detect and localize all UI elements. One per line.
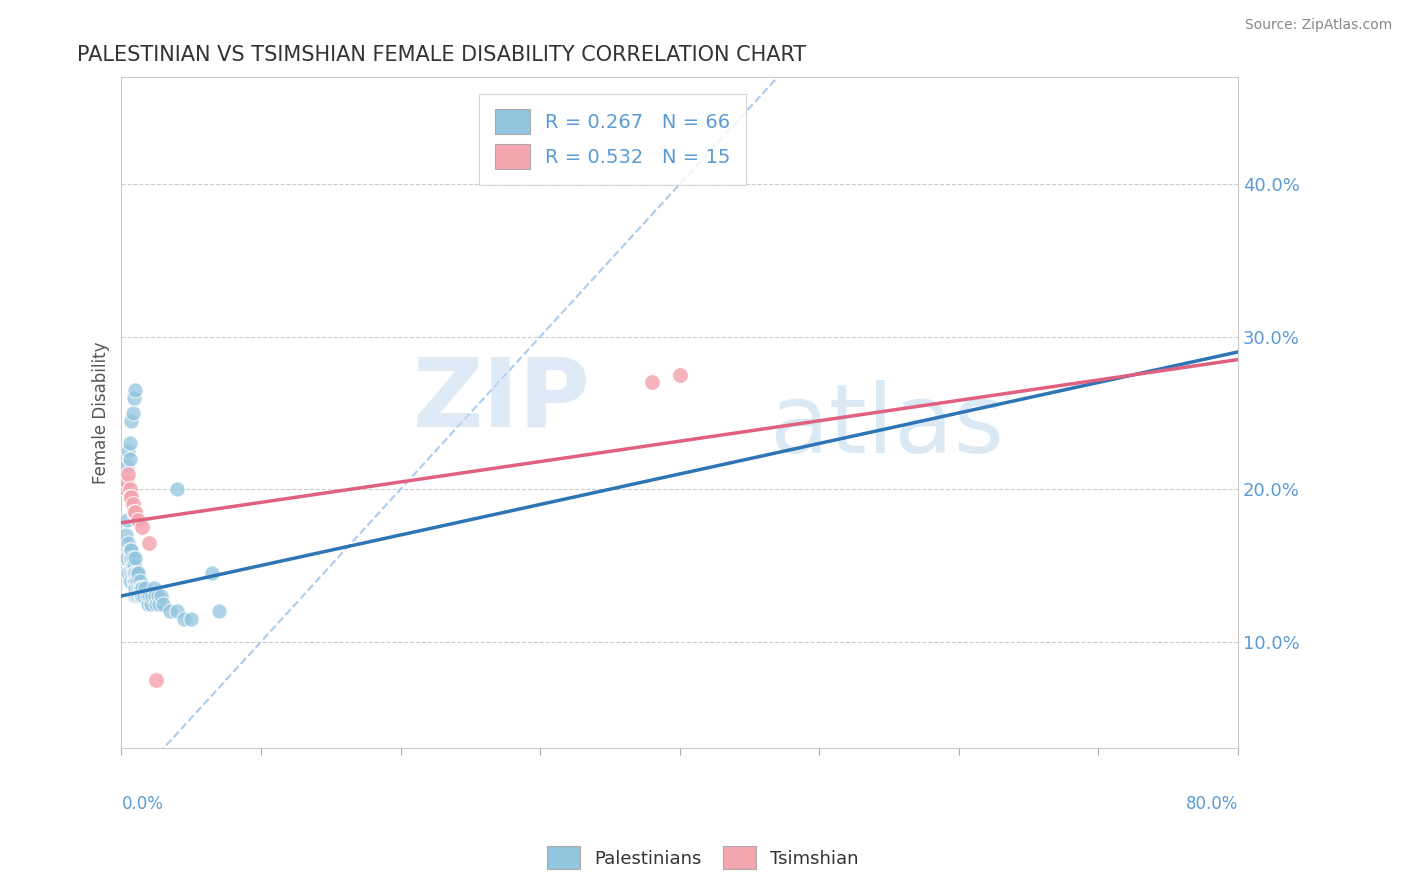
Point xyxy=(124,505,146,519)
Legend: Palestinians, Tsimshian: Palestinians, Tsimshian xyxy=(538,838,868,879)
Point xyxy=(159,604,181,618)
Point xyxy=(149,589,172,603)
Point xyxy=(152,597,174,611)
Point xyxy=(127,589,149,603)
Point xyxy=(122,566,145,580)
Point xyxy=(125,574,148,588)
Point xyxy=(166,482,188,496)
Point xyxy=(118,482,141,496)
Point xyxy=(114,482,136,496)
Point xyxy=(131,520,153,534)
Point xyxy=(146,589,169,603)
Point xyxy=(127,513,149,527)
Point xyxy=(117,566,139,580)
Point xyxy=(208,604,231,618)
Point xyxy=(138,589,160,603)
Point xyxy=(668,368,690,382)
Point xyxy=(145,673,167,687)
Point xyxy=(117,467,139,481)
Point xyxy=(127,582,149,596)
Point xyxy=(124,566,146,580)
Point xyxy=(118,451,141,466)
Point xyxy=(128,582,150,596)
Point xyxy=(124,582,146,596)
Point xyxy=(114,528,136,542)
Point xyxy=(118,490,141,504)
Text: PALESTINIAN VS TSIMSHIAN FEMALE DISABILITY CORRELATION CHART: PALESTINIAN VS TSIMSHIAN FEMALE DISABILI… xyxy=(77,45,807,64)
Point xyxy=(118,436,141,450)
Point xyxy=(145,597,167,611)
Text: atlas: atlas xyxy=(769,380,1004,473)
Point xyxy=(115,513,138,527)
Point xyxy=(115,459,138,474)
Point xyxy=(128,589,150,603)
Point xyxy=(115,475,138,489)
Point xyxy=(173,612,195,626)
Point xyxy=(114,482,136,496)
Point xyxy=(141,589,163,603)
Point xyxy=(131,582,153,596)
Text: 0.0%: 0.0% xyxy=(121,796,163,814)
Point xyxy=(180,612,202,626)
Point xyxy=(143,589,166,603)
Point xyxy=(641,376,664,390)
Y-axis label: Female Disability: Female Disability xyxy=(93,342,110,484)
Point xyxy=(122,574,145,588)
Point xyxy=(166,604,188,618)
Point xyxy=(135,589,157,603)
Point xyxy=(125,589,148,603)
Point xyxy=(118,574,141,588)
Point xyxy=(136,597,159,611)
Point xyxy=(148,597,170,611)
Point xyxy=(201,566,224,580)
Point xyxy=(117,444,139,458)
Point xyxy=(112,550,135,565)
Point xyxy=(120,550,142,565)
Point xyxy=(125,566,148,580)
Point xyxy=(134,582,156,596)
Point xyxy=(122,391,145,405)
Point xyxy=(115,550,138,565)
Point xyxy=(121,550,143,565)
Point xyxy=(124,574,146,588)
Point xyxy=(118,550,141,565)
Point xyxy=(124,550,146,565)
Point xyxy=(118,543,141,558)
Point xyxy=(129,582,152,596)
Point xyxy=(121,498,143,512)
Point xyxy=(117,535,139,549)
Text: Source: ZipAtlas.com: Source: ZipAtlas.com xyxy=(1244,18,1392,32)
Point xyxy=(132,589,155,603)
Point xyxy=(122,558,145,573)
Point xyxy=(128,574,150,588)
Point xyxy=(138,535,160,549)
Point xyxy=(122,505,145,519)
Point xyxy=(124,589,146,603)
Point xyxy=(120,543,142,558)
Point xyxy=(127,566,149,580)
Point xyxy=(120,414,142,428)
Point xyxy=(121,558,143,573)
Point xyxy=(120,566,142,580)
Text: 80.0%: 80.0% xyxy=(1185,796,1237,814)
Point xyxy=(124,383,146,397)
Point xyxy=(139,597,162,611)
Point xyxy=(142,582,165,596)
Point xyxy=(120,490,142,504)
Point xyxy=(121,406,143,420)
Point xyxy=(131,589,153,603)
Text: ZIP: ZIP xyxy=(412,353,591,446)
Point xyxy=(129,589,152,603)
Legend: R = 0.267   N = 66, R = 0.532   N = 15: R = 0.267 N = 66, R = 0.532 N = 15 xyxy=(479,94,747,185)
Point xyxy=(121,566,143,580)
